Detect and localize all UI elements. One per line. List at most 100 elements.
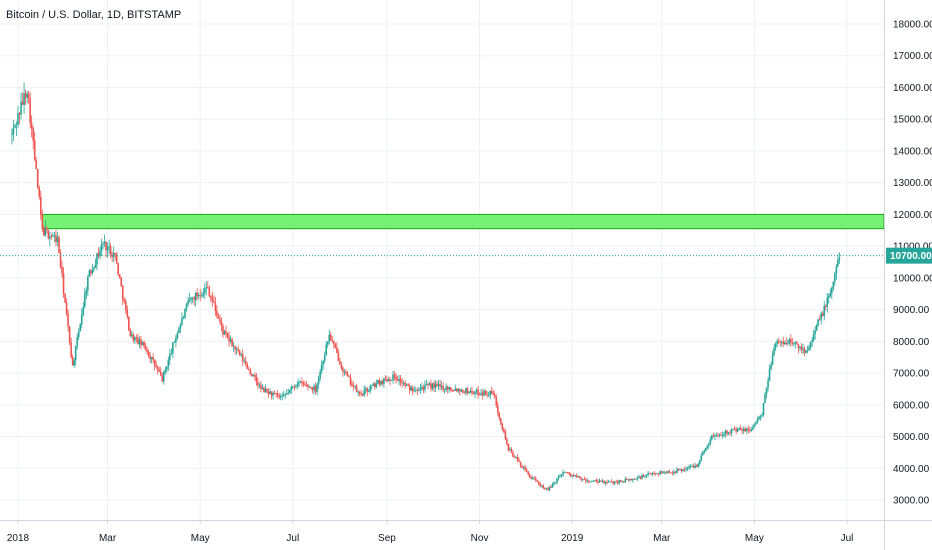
candle-body	[679, 469, 681, 471]
candle-body	[673, 471, 675, 474]
candle-body	[720, 435, 722, 436]
candle-body	[165, 367, 168, 370]
candle-body	[49, 236, 51, 239]
candle-body	[158, 369, 161, 372]
candle-body	[785, 342, 788, 345]
candle-body	[343, 371, 346, 373]
candle-body	[314, 386, 317, 392]
candle-body	[667, 471, 669, 474]
candle-body	[70, 342, 72, 357]
candle-body	[670, 472, 672, 474]
candle-body	[260, 384, 262, 389]
candle-body	[714, 435, 716, 437]
candle-body	[32, 128, 34, 141]
candle-body	[404, 382, 406, 386]
candle-body	[296, 384, 299, 387]
candle-body	[730, 429, 733, 433]
x-tick-label: Jul	[841, 533, 854, 544]
candle-body	[433, 383, 435, 388]
candle-body	[694, 465, 696, 468]
candle-body	[199, 295, 201, 296]
candle-body	[557, 476, 560, 479]
candle-body	[24, 93, 27, 98]
candle-body	[229, 339, 232, 342]
candle-body	[627, 479, 630, 481]
candle-body	[238, 350, 241, 356]
candle-body	[805, 350, 807, 353]
candle-body	[322, 361, 324, 365]
candle-body	[424, 385, 426, 390]
candle-body	[26, 93, 28, 98]
candle-body	[266, 388, 268, 392]
candle-body	[440, 386, 443, 387]
candle-body	[455, 388, 458, 392]
candle-body	[612, 481, 614, 484]
candle-body	[331, 340, 334, 342]
candle-body	[768, 368, 771, 381]
candle-body	[251, 373, 253, 376]
candle-body	[137, 337, 139, 345]
y-tick-label: 13000.00	[893, 178, 932, 189]
candle-body	[601, 481, 604, 482]
candle-body	[723, 433, 725, 436]
candle-body	[521, 465, 523, 468]
candle-body	[288, 389, 291, 393]
candle-body	[134, 337, 136, 341]
candle-body	[316, 384, 318, 392]
candle-body	[36, 169, 39, 188]
candle-body	[206, 287, 209, 289]
candle-body	[18, 113, 21, 115]
candle-body	[454, 388, 457, 391]
candle-body	[639, 476, 642, 479]
candle-body	[290, 386, 293, 390]
y-tick-label: 5000.00	[893, 432, 930, 443]
candle-body	[408, 385, 411, 391]
candle-body	[790, 339, 792, 343]
grid	[0, 0, 884, 520]
candle-body	[736, 429, 739, 432]
candle-body	[676, 469, 678, 474]
candle-body	[329, 334, 332, 341]
candle-body	[254, 374, 256, 377]
candle-body	[750, 429, 753, 431]
candle-body	[434, 383, 437, 388]
candle-body	[276, 393, 279, 395]
candle-body	[501, 423, 504, 430]
candle-body	[295, 386, 297, 388]
candle-body	[182, 317, 185, 319]
candle-body	[698, 460, 701, 465]
candle-body	[50, 236, 53, 238]
candle-body	[202, 293, 205, 296]
candle-body	[35, 159, 38, 170]
candle-body	[21, 101, 24, 105]
candle-body	[636, 477, 639, 479]
candle-body	[67, 313, 69, 327]
candle-body	[662, 472, 665, 474]
candle-body	[413, 390, 416, 392]
candle-body	[653, 473, 655, 474]
candle-body	[580, 477, 583, 480]
candle-body	[826, 297, 829, 307]
candle-body	[664, 472, 666, 474]
candle-body	[764, 394, 766, 403]
candle-body	[530, 477, 532, 479]
candle-body	[674, 471, 677, 474]
candle-body	[797, 344, 800, 348]
candle-body	[607, 481, 610, 483]
candle-body	[524, 466, 526, 470]
candle-body	[582, 479, 584, 480]
candle-body	[197, 295, 200, 297]
candle-body	[682, 469, 684, 471]
candle-body	[41, 214, 44, 228]
candle-body	[574, 475, 577, 477]
candle-body	[812, 334, 815, 341]
candle-body	[729, 432, 731, 434]
candle-body	[650, 473, 652, 475]
candle-body	[708, 444, 710, 446]
candle-body	[418, 390, 420, 392]
candle-body	[247, 368, 250, 370]
candle-body	[173, 342, 176, 343]
candle-body	[704, 447, 707, 451]
y-tick-label: 11000.00	[893, 242, 932, 253]
candle-body	[613, 481, 616, 484]
